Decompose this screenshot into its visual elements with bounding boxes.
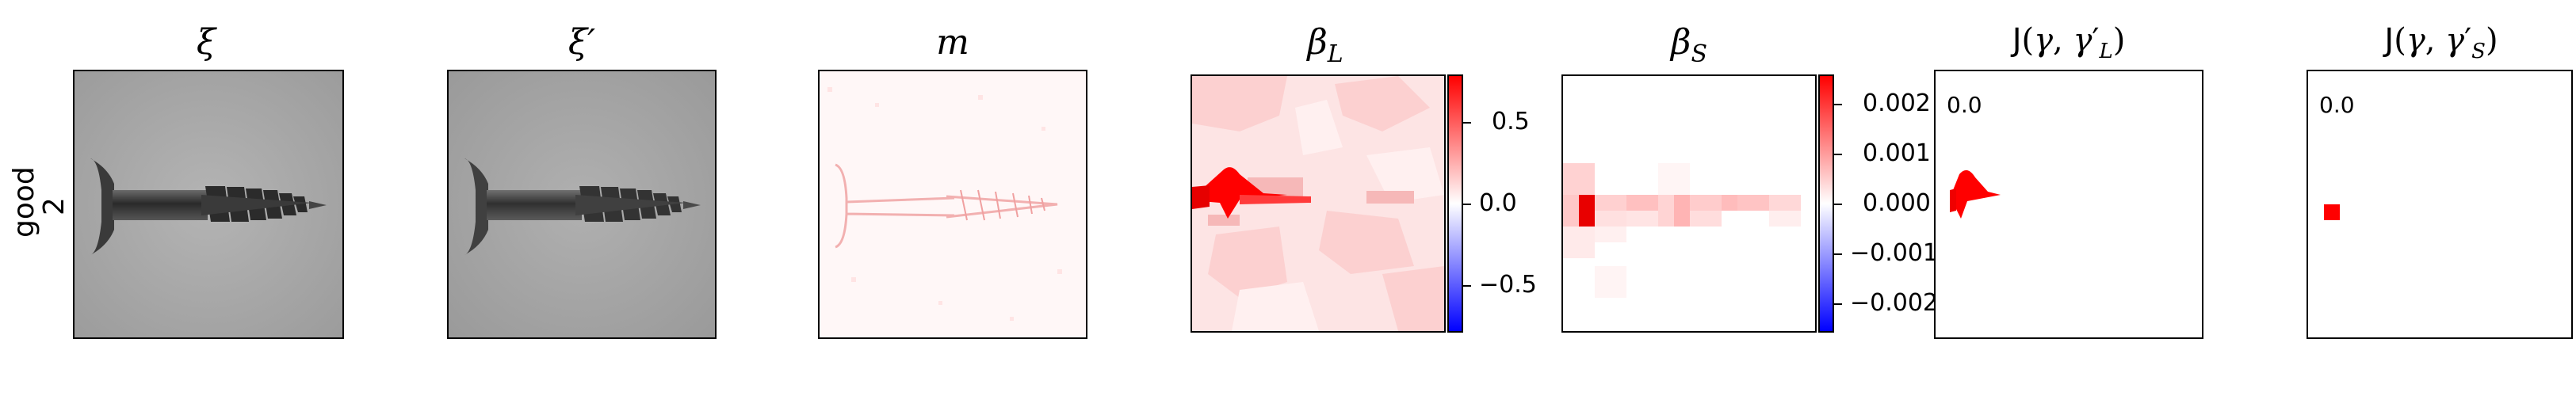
- panel-title-xi-prime: ξ′: [568, 22, 596, 63]
- beta-l-tick-label: −0.5: [1479, 271, 1537, 299]
- beta-l-tick-mark-bottom: [1463, 285, 1471, 287]
- row-label: good: [8, 166, 40, 238]
- jaccard-s-panel: [2307, 70, 2573, 339]
- jaccard-s-value: 0.0: [2319, 92, 2355, 118]
- beta-s-heatmap: [1563, 76, 1815, 331]
- row-label-index: 2: [38, 197, 71, 215]
- reconstructed-image-panel: [447, 70, 717, 339]
- panel-title-m: m: [936, 22, 969, 63]
- beta-l-main: β: [1307, 22, 1328, 63]
- jaccard-l-panel: [1934, 70, 2203, 339]
- beta-l-heatmap: [1192, 76, 1444, 331]
- jaccard-s-map: [2308, 71, 2571, 337]
- beta-s-tick-label: 0.002: [1863, 89, 1931, 117]
- beta-s-main: β: [1671, 22, 1691, 63]
- panel-title-beta-l: βL: [1191, 22, 1460, 68]
- beta-l-tick-mark-mid: [1463, 204, 1471, 205]
- difference-map-panel: [818, 70, 1087, 339]
- beta-s-tick-mark: [1834, 303, 1842, 305]
- beta-s-tick-mark: [1834, 154, 1842, 155]
- beta-l-heatmap-panel: [1191, 74, 1446, 333]
- jaccard-l-value: 0.0: [1947, 92, 1982, 118]
- difference-map: [820, 71, 1086, 337]
- beta-l-tick-mark-top: [1463, 122, 1471, 124]
- beta-s-heatmap-panel: [1561, 74, 1817, 333]
- beta-s-colorbar: [1818, 74, 1834, 333]
- screw-image-original: [75, 71, 342, 337]
- row-label-number: 2: [38, 197, 71, 215]
- beta-s-tick-label: −0.001: [1850, 239, 1939, 267]
- beta-s-sub: S: [1691, 40, 1707, 68]
- beta-l-sub: L: [1327, 40, 1343, 68]
- panel-title-xi: ξ: [196, 22, 216, 63]
- beta-s-tick-label: 0.001: [1863, 139, 1931, 167]
- beta-s-tick-label: −0.002: [1850, 289, 1939, 317]
- jaccard-l-map: [1936, 71, 2202, 337]
- panel-title-j-s: J(γ, γ′S): [2384, 22, 2498, 63]
- beta-s-tick-mark: [1834, 253, 1842, 255]
- row-label-category: good: [8, 166, 40, 238]
- beta-l-tick-label: 0.5: [1492, 108, 1530, 135]
- beta-l-tick-label: 0.0: [1479, 189, 1517, 217]
- beta-s-tick-mark: [1834, 104, 1842, 105]
- beta-s-tick-mark: [1834, 204, 1842, 205]
- screw-image-reconstructed: [449, 71, 715, 337]
- panel-title-j-l: J(γ, γ′L): [2012, 22, 2126, 63]
- original-image-panel: [73, 70, 344, 339]
- panel-title-beta-s: βS: [1561, 22, 1817, 68]
- beta-s-tick-label: 0.000: [1863, 189, 1931, 217]
- beta-l-colorbar: [1447, 74, 1463, 333]
